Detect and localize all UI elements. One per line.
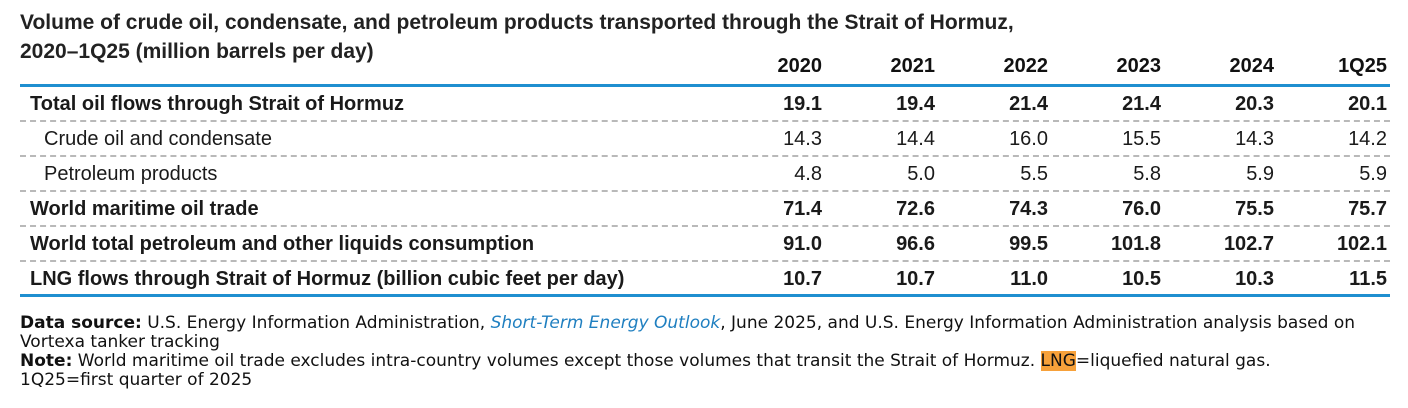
column-header-2020: 2020: [777, 55, 823, 77]
cell-2023: 101.8: [1110, 233, 1161, 255]
note-line2: 1Q25=first quarter of 2025: [20, 370, 253, 390]
cell-2024: 75.5: [1235, 198, 1274, 220]
cell-2020: 71.4: [783, 198, 822, 220]
table-row-world-total-consumption: World total petroleum and other liquids …: [20, 227, 1390, 262]
cell-1q25: 11.5: [1349, 268, 1387, 290]
cell-1q25: 5.9: [1359, 163, 1387, 185]
cell-2021: 72.6: [896, 198, 935, 220]
cell-2021: 14.4: [896, 128, 935, 150]
table-title-line1: Volume of crude oil, condensate, and pet…: [20, 11, 1014, 34]
table-top-rule: [20, 84, 1390, 87]
cell-2024: 102.7: [1223, 233, 1274, 255]
cell-2022: 5.5: [1020, 163, 1048, 185]
cell-2020: 10.7: [783, 268, 822, 290]
cell-2023: 76.0: [1122, 198, 1161, 220]
table-row-world-maritime-oil-trade: World maritime oil trade 71.4 72.6 74.3 …: [20, 192, 1390, 227]
cell-2023: 15.5: [1122, 128, 1161, 150]
data-source-note: Data source: U.S. Energy Information Adm…: [20, 314, 1390, 352]
note-text-post: =liquefied natural gas.: [1075, 351, 1271, 371]
row-label: Petroleum products: [44, 163, 218, 185]
row-label: Total oil flows through Strait of Hormuz: [30, 93, 405, 115]
cell-2021: 19.4: [896, 93, 935, 115]
note: Note: World maritime oil trade excludes …: [20, 351, 1390, 371]
cell-2024: 10.3: [1235, 268, 1274, 290]
cell-2023: 21.4: [1122, 93, 1161, 115]
table-footnotes: Data source: U.S. Energy Information Adm…: [20, 314, 1390, 390]
data-source-text-pre: U.S. Energy Information Administration,: [141, 313, 491, 333]
row-label: World total petroleum and other liquids …: [30, 233, 535, 255]
column-header-2023: 2023: [1116, 55, 1162, 77]
note-text-pre: World maritime oil trade excludes intra-…: [72, 351, 1041, 371]
cell-1q25: 14.2: [1348, 128, 1387, 150]
cell-2021: 96.6: [896, 233, 935, 255]
cell-2023: 10.5: [1122, 268, 1161, 290]
column-header-2021: 2021: [890, 55, 936, 77]
row-label: World maritime oil trade: [30, 198, 259, 220]
cell-1q25: 102.1: [1336, 233, 1387, 255]
cell-2024: 20.3: [1235, 93, 1274, 115]
row-label: Crude oil and condensate: [44, 128, 272, 150]
column-header-1q25: 1Q25: [1338, 55, 1387, 77]
table-title: Volume of crude oil, condensate, and pet…: [20, 8, 1020, 66]
cell-2023: 5.8: [1133, 163, 1161, 185]
cell-2024: 5.9: [1246, 163, 1274, 185]
table-row-petroleum-products: Petroleum products 4.8 5.0 5.5 5.8 5.9 5…: [20, 157, 1390, 192]
steo-link[interactable]: Short-Term Energy Outlook: [490, 313, 721, 333]
table-title-line2: 2020–1Q25 (million barrels per day): [20, 40, 374, 63]
table-row-crude-oil: Crude oil and condensate 14.3 14.4 16.0 …: [20, 122, 1390, 157]
table-row-lng-flows: LNG flows through Strait of Hormuz (bill…: [20, 262, 1390, 297]
data-source-label: Data source:: [20, 313, 142, 333]
cell-2022: 16.0: [1009, 128, 1048, 150]
column-header-2022: 2022: [1003, 55, 1049, 77]
cell-2020: 19.1: [783, 93, 822, 115]
table-row-total-oil-flows: Total oil flows through Strait of Hormuz…: [20, 87, 1390, 122]
cell-1q25: 20.1: [1348, 93, 1387, 115]
note-label: Note:: [20, 351, 73, 371]
cell-2020: 91.0: [783, 233, 822, 255]
cell-1q25: 75.7: [1348, 198, 1387, 220]
row-label: LNG flows through Strait of Hormuz (bill…: [30, 268, 625, 290]
cell-2020: 4.8: [794, 163, 822, 185]
cell-2022: 74.3: [1009, 198, 1048, 220]
data-source-text-post: , June 2025, and U.S. Energy Information…: [20, 313, 1356, 352]
cell-2020: 14.3: [783, 128, 822, 150]
cell-2021: 10.7: [896, 268, 935, 290]
cell-2024: 14.3: [1235, 128, 1274, 150]
cell-2022: 21.4: [1009, 93, 1048, 115]
cell-2022: 99.5: [1009, 233, 1048, 255]
column-header-2024: 2024: [1229, 55, 1275, 77]
table-bottom-rule: [20, 294, 1390, 297]
cell-2022: 11.0: [1010, 268, 1048, 290]
note-highlight: LNG: [1040, 351, 1076, 371]
cell-2021: 5.0: [907, 163, 935, 185]
